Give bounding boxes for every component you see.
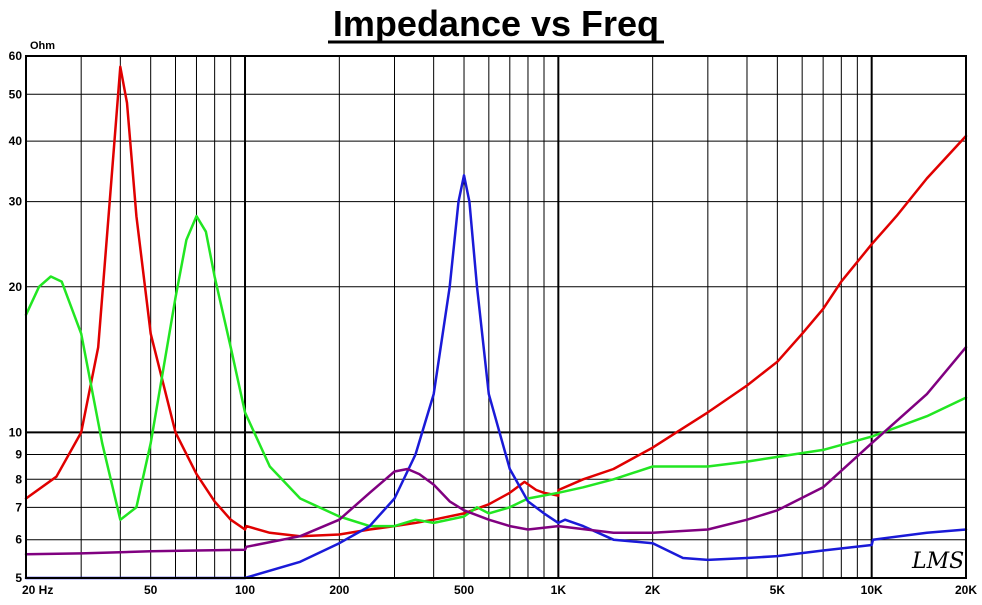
x-tick-label: 50 <box>144 583 158 597</box>
y-tick-label: 9 <box>15 448 22 462</box>
watermark-logo: LMS <box>911 549 964 574</box>
y-tick-label: 6 <box>15 533 22 547</box>
chart-grid <box>26 56 966 578</box>
x-tick-label: 10K <box>861 583 883 597</box>
y-tick-label: 7 <box>15 500 22 514</box>
y-tick-label: 50 <box>9 87 23 101</box>
x-tick-label: 2K <box>645 583 661 597</box>
x-tick-label: 500 <box>454 583 474 597</box>
y-tick-label: 8 <box>15 472 22 486</box>
x-tick-label: 1K <box>551 583 567 597</box>
y-tick-label: 30 <box>9 195 23 209</box>
tick-labels: 20 Hz 50 100 200 500 1K 2K 5K 10K 20K 5 6 7 8 9 10 20 30 4… <box>9 49 978 597</box>
x-tick-label: 5K <box>770 583 786 597</box>
series-line-1 <box>24 65 968 538</box>
x-tick-label: 100 <box>235 583 255 597</box>
y-tick-label: 10 <box>9 425 23 439</box>
series-layer <box>24 65 968 580</box>
y-axis-unit-label: Ohm <box>30 40 55 52</box>
series-line-3 <box>24 174 968 580</box>
x-tick-label: 200 <box>329 583 349 597</box>
chart-title: Impedance vs Freq <box>333 3 659 44</box>
x-tick-label: 20K <box>955 583 977 597</box>
series-line-2 <box>24 214 968 528</box>
plot-frame <box>25 55 967 579</box>
y-tick-label: 40 <box>9 134 23 148</box>
y-tick-label: 60 <box>9 49 23 63</box>
y-tick-label: 20 <box>9 280 23 294</box>
x-tick-label: 20 Hz <box>22 583 53 597</box>
series-line-4 <box>24 345 968 556</box>
y-tick-label: 5 <box>15 571 22 585</box>
